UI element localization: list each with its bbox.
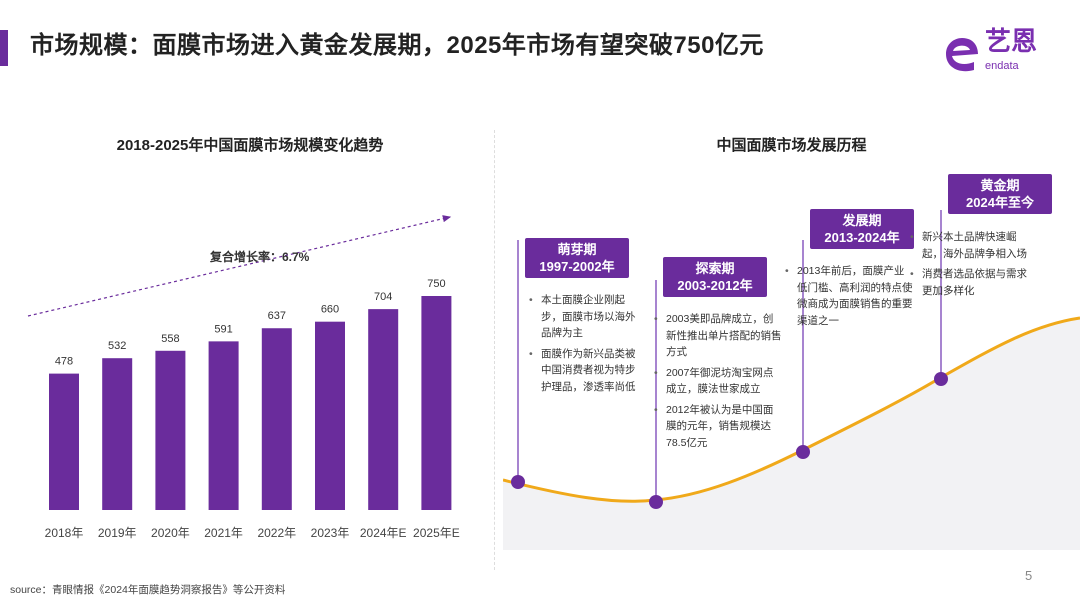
x-tick-label: 2018年 bbox=[45, 526, 84, 540]
bar bbox=[102, 358, 133, 510]
stage-name: 发展期 bbox=[842, 213, 882, 228]
cagr-annotation: 复合增长率：6.7% bbox=[210, 250, 310, 264]
x-tick-label: 2025年E bbox=[413, 526, 460, 540]
timeline-title: 中国面膜市场发展历程 bbox=[716, 137, 867, 154]
chart-title: 2018-2025年中国面膜市场规模变化趋势 bbox=[116, 137, 384, 154]
stage-name: 萌芽期 bbox=[557, 242, 597, 257]
bar bbox=[208, 341, 239, 510]
bar bbox=[49, 373, 79, 510]
x-tick-label: 2021年 bbox=[204, 526, 243, 540]
bullet: 新兴本土品牌快速崛起，海外品牌争相入场 bbox=[908, 229, 1032, 262]
logo-subtext: endata bbox=[985, 60, 1019, 72]
stage-period: 2024年至今 bbox=[966, 195, 1034, 210]
x-tick-label: 2020年 bbox=[151, 526, 190, 540]
logo-text: 艺恩 bbox=[985, 26, 1038, 56]
endata-logo-icon bbox=[946, 38, 978, 72]
stage-points-sprout: 本土面膜企业刚起步，面膜市场以海外品牌为主 面膜作为新兴品类被中国消费者视为特步… bbox=[527, 292, 645, 399]
bullet: 消费者选品依据与需求更加多样化 bbox=[908, 266, 1032, 299]
data-label: 532 bbox=[108, 340, 126, 352]
bar bbox=[421, 296, 452, 510]
source-note: source：青眼情报《2024年面膜趋势洞察报告》等公开资料 bbox=[10, 584, 286, 596]
bullet: 面膜作为新兴品类被中国消费者视为特步护理品，渗透率尚低 bbox=[527, 346, 645, 396]
bar bbox=[368, 309, 399, 510]
data-label: 704 bbox=[374, 291, 392, 303]
data-label: 558 bbox=[161, 333, 179, 345]
data-label: 660 bbox=[321, 304, 339, 316]
stage-period: 1997-2002年 bbox=[539, 259, 615, 274]
divider bbox=[494, 130, 495, 570]
bullet: 2013年前后，面膜产业低门槛、高利润的特点使微商成为面膜销售的重要渠道之一 bbox=[783, 263, 913, 329]
bullet: 2003美即品牌成立，创新性推出单片搭配的销售方式 bbox=[652, 311, 782, 361]
bullet: 本土面膜企业刚起步，面膜市场以海外品牌为主 bbox=[527, 292, 645, 342]
data-label: 750 bbox=[427, 278, 445, 290]
stage-points-explore: 2003美即品牌成立，创新性推出单片搭配的销售方式 2007年御泥坊淘宝网点成立… bbox=[652, 311, 782, 455]
data-label: 478 bbox=[55, 356, 73, 368]
page-number: 5 bbox=[1025, 568, 1033, 583]
x-tick-label: 2019年 bbox=[98, 526, 137, 540]
stage-name: 探索期 bbox=[695, 261, 735, 276]
stage-badge-sprout: 萌芽期 1997-2002年 bbox=[525, 238, 629, 278]
title-accent-bar bbox=[0, 30, 8, 66]
bar bbox=[261, 328, 292, 510]
x-tick-label: 2022年 bbox=[257, 526, 296, 540]
bullet: 2007年御泥坊淘宝网点成立，膜法世家成立 bbox=[652, 365, 782, 398]
bar bbox=[315, 321, 345, 510]
x-tick-label: 2024年E bbox=[360, 526, 407, 540]
data-label: 591 bbox=[214, 323, 232, 335]
stage-period: 2003-2012年 bbox=[677, 278, 753, 293]
stage-period: 2013-2024年 bbox=[824, 230, 900, 245]
x-tick-label: 2023年 bbox=[311, 526, 350, 540]
growth-arrow bbox=[27, 215, 452, 317]
stage-badge-develop: 发展期 2013-2024年 bbox=[810, 209, 914, 249]
stage-points-golden: 新兴本土品牌快速崛起，海外品牌争相入场 消费者选品依据与需求更加多样化 bbox=[908, 229, 1032, 303]
bar-chart: 478 2018年 532 2019年 558 2020年 591 2021年 637 2022年… bbox=[27, 215, 460, 540]
bar bbox=[155, 350, 186, 510]
stage-name: 黄金期 bbox=[980, 178, 1020, 193]
stage-badge-explore: 探索期 2003-2012年 bbox=[663, 257, 767, 297]
page-title: 市场规模：面膜市场进入黄金发展期，2025年市场有望突破750亿元 bbox=[30, 32, 764, 59]
stage-points-develop: 2013年前后，面膜产业低门槛、高利润的特点使微商成为面膜销售的重要渠道之一 bbox=[783, 263, 913, 333]
data-label: 637 bbox=[268, 310, 286, 322]
stage-badge-golden: 黄金期 2024年至今 bbox=[948, 174, 1052, 214]
bullet: 2012年被认为是中国面膜的元年，销售规模达78.5亿元 bbox=[652, 402, 782, 452]
